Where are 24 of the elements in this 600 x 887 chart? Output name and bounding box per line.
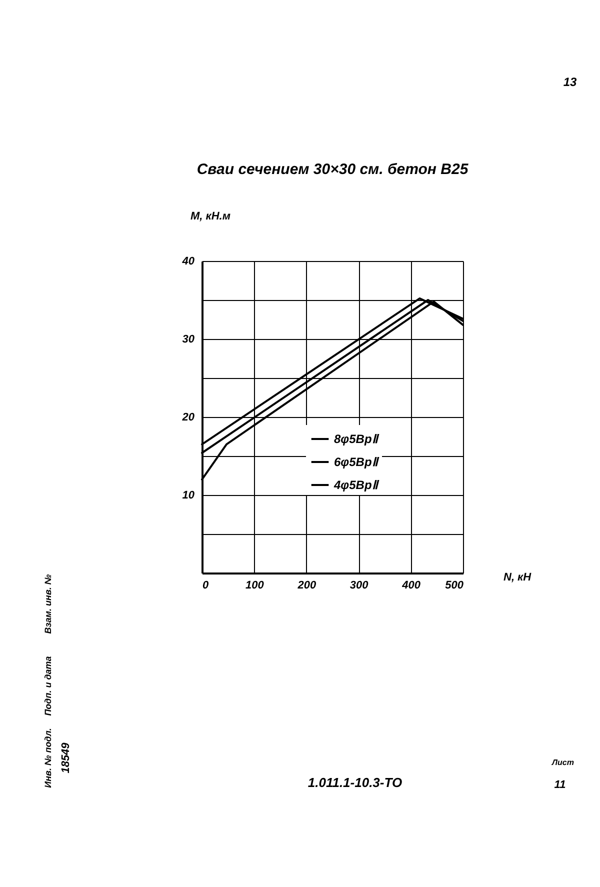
legend-label: 8φ5ВрⅡ bbox=[334, 432, 380, 446]
chart-title: Сваи сечением 30×30 см. бетон В25 bbox=[196, 161, 469, 178]
text: Взам. инв. № bbox=[43, 574, 53, 634]
x-tick-label: 500 bbox=[445, 580, 464, 592]
text: Лист bbox=[551, 758, 574, 767]
text: Подп. и дата bbox=[43, 656, 53, 716]
x-tick-label: 400 bbox=[401, 580, 422, 592]
x-tick-label: 100 bbox=[246, 580, 265, 592]
y-tick-label: 10 bbox=[182, 490, 196, 502]
x-tick-label: 300 bbox=[350, 580, 370, 592]
x-axis-title: N, кН bbox=[504, 572, 532, 584]
text: 13 bbox=[563, 75, 577, 89]
y-axis-title: M, кН.м bbox=[190, 210, 230, 222]
text: 1.011.1-10.3-ТО bbox=[308, 775, 402, 790]
text: Инв. № подл. bbox=[43, 728, 53, 788]
legend-label: 6φ5ВрⅡ bbox=[334, 455, 380, 469]
x-tick-label: 200 bbox=[296, 580, 317, 592]
text: 11 bbox=[554, 779, 566, 791]
x-tick-label: 0 bbox=[202, 580, 210, 592]
y-tick-label: 30 bbox=[182, 334, 196, 346]
y-tick-label: 40 bbox=[181, 256, 196, 268]
y-tick-label: 20 bbox=[181, 412, 196, 424]
legend-label: 4φ5ВрⅡ bbox=[333, 478, 380, 492]
text: 18549 bbox=[60, 742, 72, 774]
